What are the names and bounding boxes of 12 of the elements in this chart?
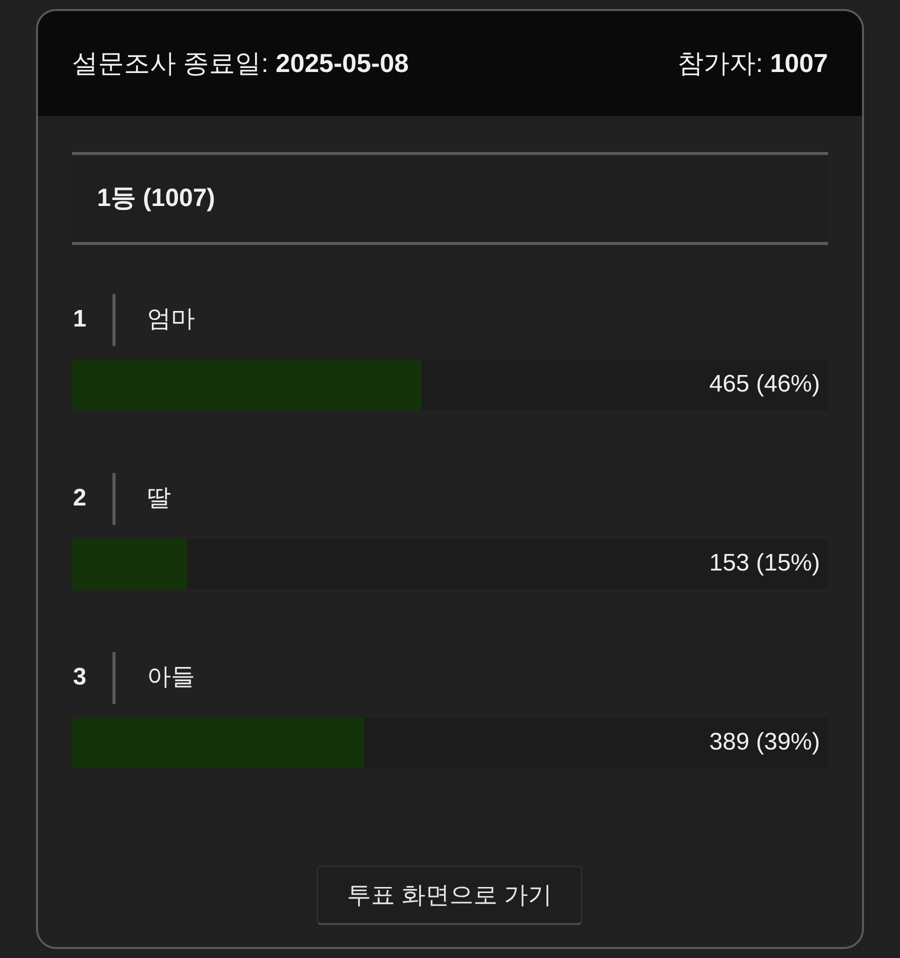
y-tick-label: 엄마 (147, 306, 195, 333)
y-tick-label: 아들 (147, 664, 195, 691)
data-label: 153 (15%) (709, 550, 820, 577)
annotation: 1 (73, 306, 86, 333)
y-tick-label: 딸 (147, 484, 171, 512)
annotation: 3 (73, 664, 86, 691)
chart-title: 설문조사 종료일: 2025-05-08 (72, 47, 409, 80)
text: 참가자: 1007 (678, 47, 828, 80)
chart-subtitle: 1등 (1007) (72, 152, 828, 245)
data-label: 389 (39%) (709, 728, 820, 756)
annotation: 2 (73, 484, 86, 512)
data-label: 465 (46%) (709, 370, 820, 398)
